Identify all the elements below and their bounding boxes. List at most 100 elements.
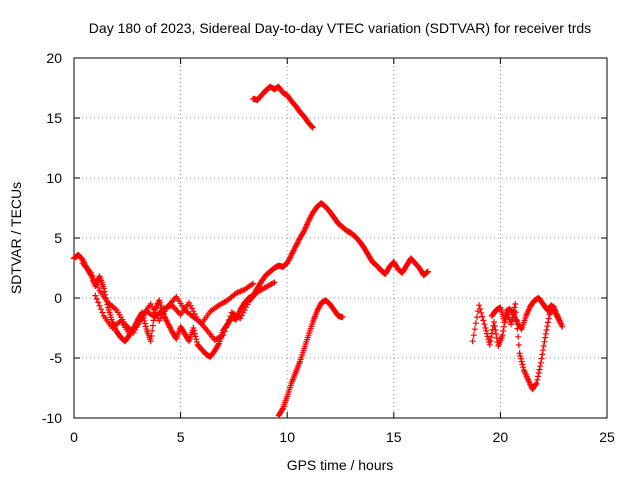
data-point — [544, 323, 551, 330]
data-point — [545, 319, 552, 326]
data-points — [71, 83, 566, 419]
data-point — [487, 338, 494, 344]
series-track-secondary-mid — [79, 260, 257, 336]
data-point — [486, 341, 493, 348]
data-point — [516, 350, 523, 357]
data-point — [472, 320, 479, 327]
data-point — [339, 314, 346, 321]
x-tick-label: 0 — [70, 429, 78, 445]
data-point — [488, 334, 495, 341]
data-point — [542, 330, 549, 337]
data-point — [309, 123, 316, 130]
data-point — [508, 321, 515, 328]
y-tick-label: 10 — [46, 170, 62, 186]
data-point — [543, 327, 550, 333]
x-tick-label: 15 — [386, 429, 402, 445]
data-point — [476, 302, 483, 309]
data-point — [480, 317, 487, 324]
data-point — [101, 288, 108, 295]
data-point — [188, 305, 195, 312]
data-point — [545, 315, 552, 322]
data-point — [220, 332, 227, 339]
data-point — [540, 347, 547, 354]
data-point — [535, 370, 542, 376]
data-point — [536, 366, 543, 373]
y-tick-label: -10 — [42, 410, 62, 426]
data-point — [518, 355, 525, 362]
x-axis-label: GPS time / hours — [287, 457, 394, 473]
data-point — [511, 304, 518, 311]
data-point — [96, 302, 103, 309]
data-point — [149, 327, 156, 334]
data-point — [532, 381, 539, 388]
series-track-lower-rise — [275, 297, 346, 419]
data-point — [225, 317, 232, 323]
y-tick-label: 20 — [46, 50, 62, 66]
data-point — [142, 323, 149, 330]
series-track-upper-arc — [250, 83, 316, 131]
y-tick-label: 15 — [46, 110, 62, 126]
data-point — [469, 338, 476, 345]
data-point — [470, 332, 477, 339]
data-point — [223, 324, 230, 331]
data-point — [479, 313, 486, 320]
data-point — [493, 335, 500, 341]
data-point — [250, 280, 257, 287]
data-point — [227, 313, 234, 320]
data-point — [192, 333, 199, 340]
data-point — [187, 302, 194, 309]
plot-frame-group — [73, 57, 608, 419]
x-tick-label: 5 — [177, 429, 185, 445]
grid — [74, 58, 607, 418]
data-point — [481, 321, 488, 328]
data-point — [148, 333, 155, 339]
data-point — [473, 314, 480, 321]
data-point — [193, 339, 200, 345]
data-point — [309, 124, 316, 131]
data-point — [491, 323, 498, 329]
data-point — [149, 322, 156, 329]
data-point — [492, 327, 499, 333]
data-point — [500, 323, 507, 330]
data-point — [93, 296, 100, 302]
data-point — [533, 380, 540, 387]
data-point — [537, 359, 544, 366]
data-point — [483, 327, 490, 334]
x-tick-label: 20 — [493, 429, 509, 445]
data-point — [491, 319, 498, 325]
data-point — [539, 351, 546, 358]
data-point — [221, 328, 228, 335]
data-point — [95, 299, 102, 306]
data-point — [538, 355, 545, 362]
data-point — [512, 301, 519, 307]
series-track-late-upper — [488, 295, 564, 333]
plot-frame — [73, 57, 608, 419]
y-tick-label: 0 — [54, 290, 62, 306]
data-point — [191, 330, 198, 337]
data-point — [534, 376, 541, 383]
data-point — [224, 320, 231, 327]
data-point — [271, 279, 278, 286]
data-point — [99, 309, 106, 316]
axis-ticks: 0 5 10 15 20 25 -10 -5 0 5 10 15 20 — [42, 50, 615, 445]
data-point — [142, 320, 149, 327]
data-point — [191, 327, 198, 334]
data-point — [100, 285, 107, 292]
data-point — [520, 364, 527, 371]
data-point — [535, 373, 542, 380]
data-point — [478, 309, 485, 316]
data-point — [515, 333, 522, 340]
x-tick-label: 10 — [279, 429, 295, 445]
data-point — [147, 338, 154, 345]
data-point — [190, 325, 197, 331]
data-point — [482, 325, 489, 331]
data-point — [424, 268, 431, 275]
y-tick-label: -5 — [50, 350, 63, 366]
data-point — [557, 319, 564, 325]
data-point — [484, 333, 491, 340]
data-point — [499, 332, 506, 339]
data-point — [471, 326, 478, 333]
data-point — [500, 328, 507, 334]
data-point — [537, 363, 544, 370]
